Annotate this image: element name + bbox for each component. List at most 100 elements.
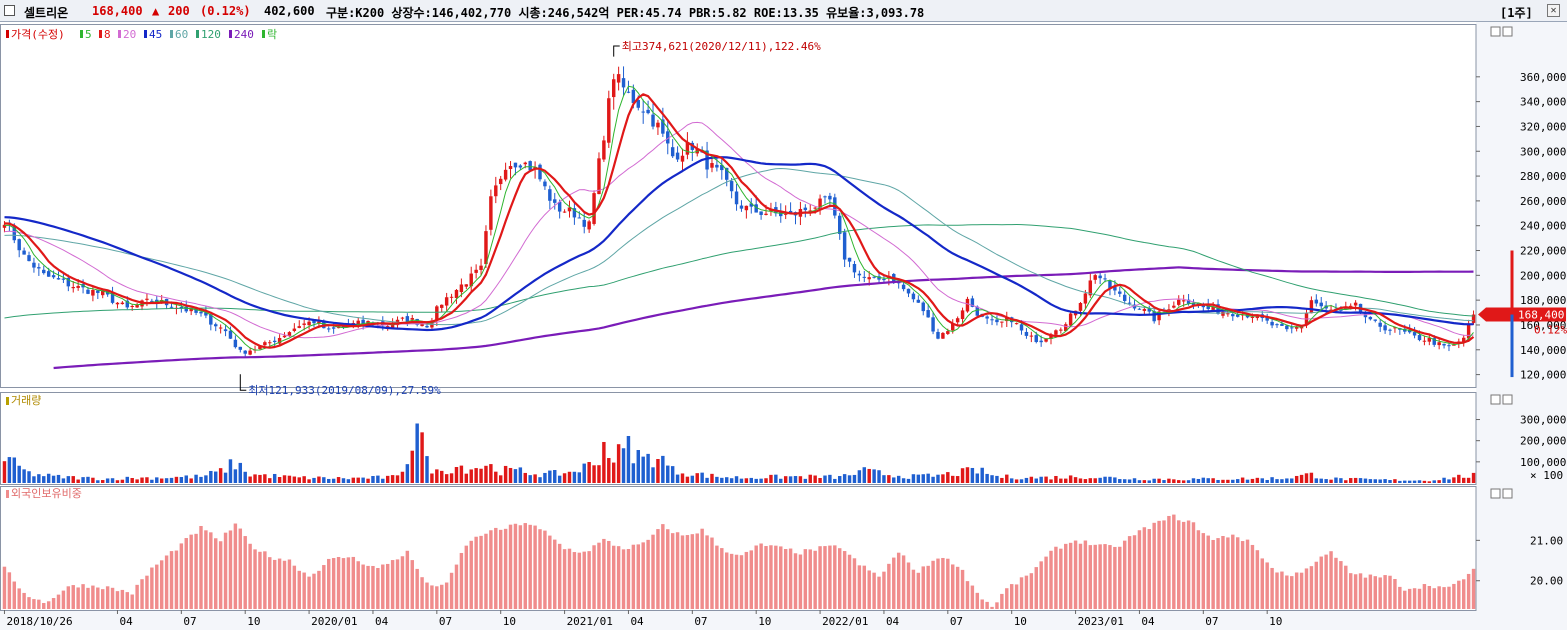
volume-bar <box>42 476 46 483</box>
volume-bar <box>503 465 508 483</box>
volume-bar <box>2 461 7 483</box>
candle-body <box>729 181 734 192</box>
candle-body <box>754 204 758 213</box>
candle-body <box>631 89 636 104</box>
foreign-bar <box>877 576 881 609</box>
foreign-bar <box>567 548 572 609</box>
candle-body <box>248 350 252 355</box>
candle-body <box>626 91 631 93</box>
candle-body <box>1452 344 1456 346</box>
foreign-bar <box>1290 576 1294 609</box>
candle-body <box>277 337 282 344</box>
volume-bar <box>1309 472 1314 483</box>
foreign-bar <box>435 586 439 609</box>
foreign-bar <box>42 602 46 609</box>
foreign-bar <box>1147 529 1151 609</box>
volume-bar <box>960 468 965 483</box>
volume-bar <box>1344 480 1348 483</box>
candle-body <box>410 318 414 320</box>
foreign-bar <box>1412 588 1417 609</box>
current-price-label: 168,400 <box>1518 309 1564 322</box>
volume-bar <box>666 465 670 483</box>
foreign-bar <box>700 528 704 609</box>
candle-body <box>823 196 827 198</box>
foreign-bar <box>1137 530 1142 609</box>
volume-bar <box>1177 480 1181 483</box>
foreign-bar <box>872 572 876 609</box>
candle-body <box>302 323 306 325</box>
high-annotation-leader <box>613 45 620 57</box>
candle-body <box>1019 324 1024 331</box>
x-axis-label: 2018/10/26 <box>6 615 72 628</box>
candle-body <box>670 147 675 157</box>
candle-body <box>1378 322 1382 327</box>
change-up-icon: ▲ <box>152 4 160 18</box>
volume-bar <box>1211 478 1215 483</box>
x-axis-label: 04 <box>1141 615 1155 628</box>
panel-maximize-icon <box>1502 488 1513 499</box>
foreign-bar <box>86 587 90 609</box>
candle-body <box>159 300 164 303</box>
candle-body <box>705 150 709 170</box>
foreign-bar <box>150 567 154 609</box>
foreign-bar <box>356 561 360 609</box>
volume-bar <box>1122 479 1127 483</box>
candle-body <box>852 263 857 273</box>
stock-name[interactable]: 셀트리온 <box>24 6 69 20</box>
candle-body <box>405 316 410 322</box>
volume-bar <box>1127 479 1132 483</box>
foreign-bar <box>243 536 247 609</box>
foreign-bar <box>1152 522 1156 609</box>
candle-body <box>1172 305 1176 308</box>
foreign-bar <box>1432 588 1436 609</box>
volume-bar <box>1039 476 1043 483</box>
volume-bar <box>415 423 419 483</box>
volume-tick-label: 100,000 <box>1520 456 1566 469</box>
candle-body <box>985 316 989 319</box>
volume-bar <box>1226 479 1230 483</box>
volume-bar <box>1068 475 1073 483</box>
volume-bar <box>277 477 282 483</box>
legend-label-4: 45 <box>149 28 162 41</box>
candle-body <box>336 327 341 329</box>
volume-bar <box>995 475 999 483</box>
volume-bar <box>1432 480 1436 483</box>
foreign-bar <box>901 555 906 609</box>
legend-label-3: 20 <box>123 28 136 41</box>
foreign-bar <box>503 528 508 609</box>
candle-body <box>1422 340 1427 342</box>
volume-bar <box>1412 480 1417 483</box>
volume-bar <box>1088 478 1093 483</box>
candle-body <box>1049 334 1053 339</box>
foreign-bar <box>803 549 808 609</box>
volume-bar <box>1201 477 1206 483</box>
candle-body <box>1319 302 1323 307</box>
foreign-bar <box>607 540 611 609</box>
candle-body <box>553 199 557 203</box>
volume-bar <box>479 468 483 483</box>
candle-body <box>995 319 999 323</box>
foreign-bar <box>498 529 503 609</box>
volume-bar <box>739 478 744 483</box>
volume-bar <box>1353 477 1358 483</box>
candle-body <box>1103 278 1107 280</box>
period-selector[interactable]: [1주] <box>1500 6 1533 20</box>
volume-bar <box>695 473 699 483</box>
volume-bar <box>543 472 547 483</box>
volume-bar <box>833 478 837 483</box>
volume-bar <box>91 477 95 483</box>
volume-bar <box>641 456 645 483</box>
candle-body <box>1393 327 1397 329</box>
volume-bar <box>1329 479 1333 483</box>
foreign-bar <box>7 572 12 609</box>
candle-body <box>214 324 218 327</box>
foreign-bar <box>1216 538 1220 609</box>
select-checkbox[interactable] <box>4 5 15 16</box>
candle-body <box>282 335 287 338</box>
candle-body <box>42 269 46 274</box>
foreign-bar <box>1191 522 1196 609</box>
legend-label-1: 5 <box>85 28 92 41</box>
candle-body <box>857 273 862 276</box>
close-icon[interactable]: ✕ <box>1547 4 1560 17</box>
trade-volume: 402,600 <box>264 4 315 18</box>
